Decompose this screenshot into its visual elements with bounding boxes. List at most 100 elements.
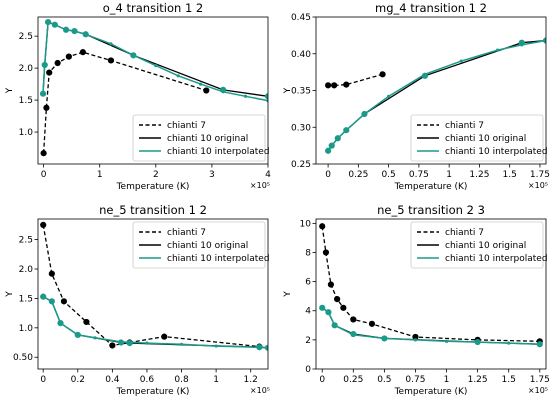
data-point — [109, 42, 113, 46]
x-tick-label: 4 — [265, 170, 271, 180]
data-point — [243, 94, 248, 98]
data-point — [336, 136, 340, 140]
data-point — [179, 342, 184, 346]
data-point — [83, 318, 90, 326]
data-point — [413, 338, 418, 342]
data-point — [322, 249, 330, 256]
x-tick-label: 0 — [40, 375, 46, 385]
y-tick-label: 2.5 — [19, 32, 33, 42]
data-point — [350, 316, 357, 323]
series-line-2 — [42, 21, 268, 97]
y-tick-label: 0 — [305, 365, 311, 375]
data-point — [326, 310, 331, 314]
legend-label: chianti 10 interpolated — [167, 254, 270, 264]
x-tick-label: 1.5 — [503, 170, 517, 180]
data-point — [538, 342, 542, 346]
legend-label: chianti 7 — [167, 228, 206, 238]
x-tick-label: 0.8 — [174, 375, 189, 385]
data-point — [40, 150, 47, 157]
y-tick-label: 8 — [305, 248, 311, 258]
data-point — [327, 281, 335, 288]
data-point — [72, 29, 77, 33]
series-line-3 — [42, 21, 268, 102]
data-point — [93, 336, 97, 340]
plot-area — [39, 19, 268, 157]
x-axis-label: Temperature (K) — [116, 387, 190, 397]
data-point — [334, 295, 341, 303]
data-point — [46, 20, 50, 24]
data-point — [161, 333, 168, 340]
legend-label: chianti 10 interpolated — [445, 147, 548, 157]
series-line-2 — [42, 296, 268, 349]
data-point — [257, 345, 261, 349]
legend-frame — [410, 114, 544, 162]
legend: chianti 7 chianti 10 original chianti 10 i… — [410, 221, 548, 269]
data-point — [50, 299, 54, 303]
x-tick-label: 0.5 — [381, 170, 395, 180]
y-tick-label: 2.0 — [19, 64, 34, 74]
series-line-1 — [42, 224, 260, 348]
data-point — [145, 341, 149, 345]
x-tick-label: 1.2 — [244, 375, 258, 385]
legend-label: chianti 10 original — [445, 241, 526, 251]
axes-frame — [315, 16, 547, 165]
y-tick-label: 1.5 — [19, 96, 33, 106]
data-point — [319, 223, 326, 230]
y-tick-label: 4 — [305, 307, 311, 317]
chart-title: ne_5 transition 2 3 — [377, 203, 485, 217]
legend-label: chianti 10 original — [445, 134, 526, 144]
y-tick-label: 2 — [305, 336, 311, 346]
data-point — [84, 32, 88, 36]
data-point — [203, 87, 210, 94]
data-point — [107, 57, 115, 64]
x-tick-label: 0 — [319, 375, 325, 385]
x-scale-label: ×10⁵ — [250, 181, 270, 190]
x-tick-label: 2 — [153, 170, 159, 180]
chart-panel-1: o_4 transition 1 2 0 1 2 3 4 1.0 1.5 2.0 2.5 Tempe… — [5, 1, 271, 192]
y-axis-label: Y — [5, 87, 15, 94]
data-point — [340, 304, 347, 311]
chart-panel-3: ne_5 transition 1 2 0 0.2 0.4 0.6 0.8 1 1.2 0.50… — [5, 203, 270, 397]
data-point — [48, 270, 55, 277]
y-tick-label: 0.40 — [291, 50, 311, 60]
legend-label: chianti 7 — [167, 121, 206, 131]
y-tick-label: 1.0 — [19, 324, 34, 334]
data-point — [507, 341, 511, 345]
legend-label: chianti 10 original — [167, 241, 248, 251]
data-point — [344, 128, 348, 132]
legend-label: chianti 10 interpolated — [445, 254, 548, 264]
legend-label: chianti 7 — [445, 121, 484, 131]
y-tick-label: 2.5 — [19, 236, 33, 246]
legend-frame — [410, 221, 544, 269]
data-point — [53, 23, 57, 27]
data-point — [476, 340, 480, 344]
y-axis-label: Y — [5, 291, 15, 298]
x-tick-label: 1.25 — [468, 375, 488, 385]
x-tick-label: 0.5 — [377, 375, 391, 385]
x-tick-label: 1 — [97, 170, 103, 180]
x-tick-label: 1 — [446, 170, 452, 180]
data-point — [64, 28, 68, 32]
x-tick-label: 0.2 — [71, 375, 85, 385]
x-tick-label: 0.4 — [105, 375, 120, 385]
y-tick-label: 6 — [305, 278, 311, 288]
data-point — [264, 93, 268, 100]
legend-frame — [132, 221, 266, 269]
data-point — [214, 344, 218, 348]
x-axis-label: Temperature (K) — [116, 182, 190, 192]
legend: chianti 7 chianti 10 original chianti 10 i… — [132, 221, 270, 269]
data-point — [382, 336, 386, 341]
data-point — [176, 74, 180, 78]
data-point — [362, 112, 367, 116]
data-point — [79, 49, 86, 56]
data-point — [154, 63, 158, 68]
data-point — [58, 321, 63, 325]
data-point — [43, 104, 50, 111]
chart-panel-4: ne_5 transition 2 3 0 0.25 0.5 0.75 1 1.25 1.5 1… — [283, 203, 550, 397]
data-point — [199, 82, 203, 86]
data-point — [459, 59, 463, 63]
series-line-1 — [42, 51, 207, 154]
data-point — [495, 48, 500, 52]
data-point — [320, 306, 324, 310]
